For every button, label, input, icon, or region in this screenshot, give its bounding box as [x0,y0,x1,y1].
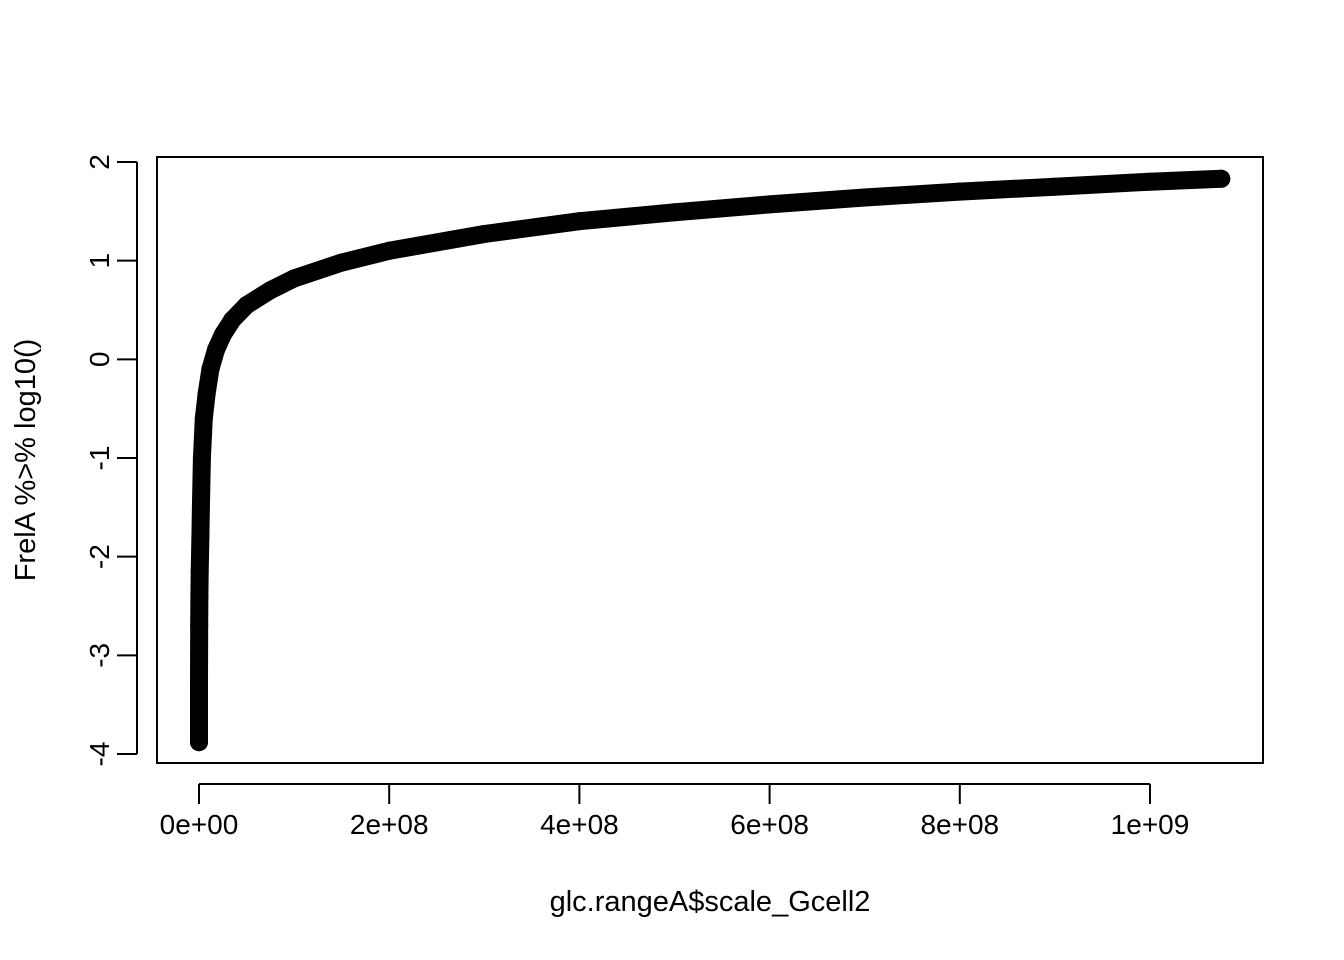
data-point [197,384,216,403]
data-point [194,409,213,428]
x-tick-label: 6e+08 [730,809,809,840]
data-point [201,360,220,379]
y-tick-label: -1 [84,446,115,471]
data-point [190,646,209,665]
data-point [190,733,208,752]
data-point [191,547,209,566]
y-tick-label: -3 [84,643,115,668]
x-axis-title: glc.rangeA$scale_Gcell2 [550,886,871,918]
data-point [237,296,256,315]
data-point [223,310,242,329]
data-point [192,449,211,467]
x-tick-label: 2e+08 [350,809,429,840]
x-axis-ticks: 0e+00 2e+08 4e+08 6e+08 8e+08 1e+09 [160,784,1190,840]
data-point [190,587,209,606]
x-tick-label: 4e+08 [540,809,619,840]
y-axis-title: FrelA %>% log10() [10,339,42,582]
data-point [1141,172,1159,191]
y-axis-ticks: -4 -3 -2 -1 0 1 2 [84,154,137,766]
y-tick-label: -4 [84,742,115,767]
data-point [207,340,226,359]
y-tick-label: 1 [84,253,115,269]
data-point [191,527,210,546]
data-point [190,616,209,635]
data-point [570,212,589,231]
y-tick-label: 0 [84,352,115,368]
data-point [191,498,210,517]
data-point [1212,169,1231,188]
y-tick-label: -2 [84,544,115,569]
data-point [1045,177,1064,196]
data-series [190,169,1231,752]
x-tick-label: 1e+09 [1111,809,1190,840]
x-tick-label: 0e+00 [160,809,239,840]
data-point [190,562,209,581]
series-line [190,169,1231,752]
data-point [475,225,494,243]
data-point [261,281,280,300]
data-point [285,269,304,288]
data-point [760,195,779,214]
plot-frame [156,156,1264,764]
data-point [332,253,351,272]
data-point [190,675,208,694]
data-point [950,182,969,201]
data-point [855,188,874,207]
x-tick-label: 8e+08 [920,809,999,840]
data-point [665,203,684,222]
data-point [213,325,232,344]
y-tick-label: 2 [84,154,115,170]
data-point [380,241,399,260]
